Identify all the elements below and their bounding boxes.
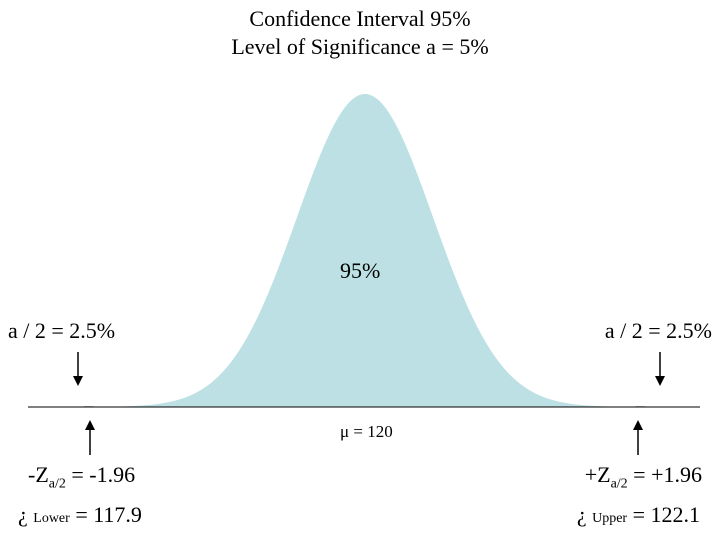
lower-bound-label: ¿ Lower = 117.9: [18, 502, 142, 528]
title-line-1: Confidence Interval 95%: [249, 6, 471, 31]
title-line-2: Level of Significance a = 5%: [231, 34, 489, 59]
right-alpha-label: a / 2 = 2.5%: [604, 318, 712, 343]
down-arrow-icon: [655, 352, 665, 386]
mean-label: μ = 120: [340, 422, 393, 442]
upper-bound-subscript: Upper: [592, 511, 628, 526]
right-z-label: +Za/2 = +1.96: [585, 462, 702, 492]
left-z-sign: -Z: [28, 462, 49, 487]
lower-bound-symbol: ¿: [18, 502, 28, 527]
upper-bound-symbol: ¿: [576, 502, 587, 527]
left-z-subscript: a/2: [48, 476, 66, 492]
up-arrow-icon: [633, 420, 643, 455]
center-percentage-label: 95%: [340, 258, 381, 283]
up-arrow-icon: [85, 420, 95, 455]
left-z-value: = -1.96: [71, 462, 136, 487]
left-alpha-label: a / 2 = 2.5%: [8, 318, 116, 343]
upper-bound-value: = 122.1: [632, 502, 700, 527]
down-arrow-icon: [73, 352, 83, 386]
upper-bound-label: ¿ Upper = 122.1: [577, 502, 700, 528]
right-z-value: = +1.96: [633, 462, 702, 487]
mean-equals: =: [353, 422, 363, 441]
lower-bound-value: = 117.9: [75, 502, 142, 527]
right-z-subscript: a/2: [610, 476, 628, 492]
left-z-label: -Za/2 = -1.96: [28, 462, 135, 492]
mean-symbol: μ: [340, 422, 350, 441]
lower-bound-subscript: Lower: [33, 511, 70, 526]
right-z-sign: +Z: [584, 462, 611, 487]
mean-value: 120: [367, 422, 393, 441]
bell-curve-area: [28, 94, 700, 407]
